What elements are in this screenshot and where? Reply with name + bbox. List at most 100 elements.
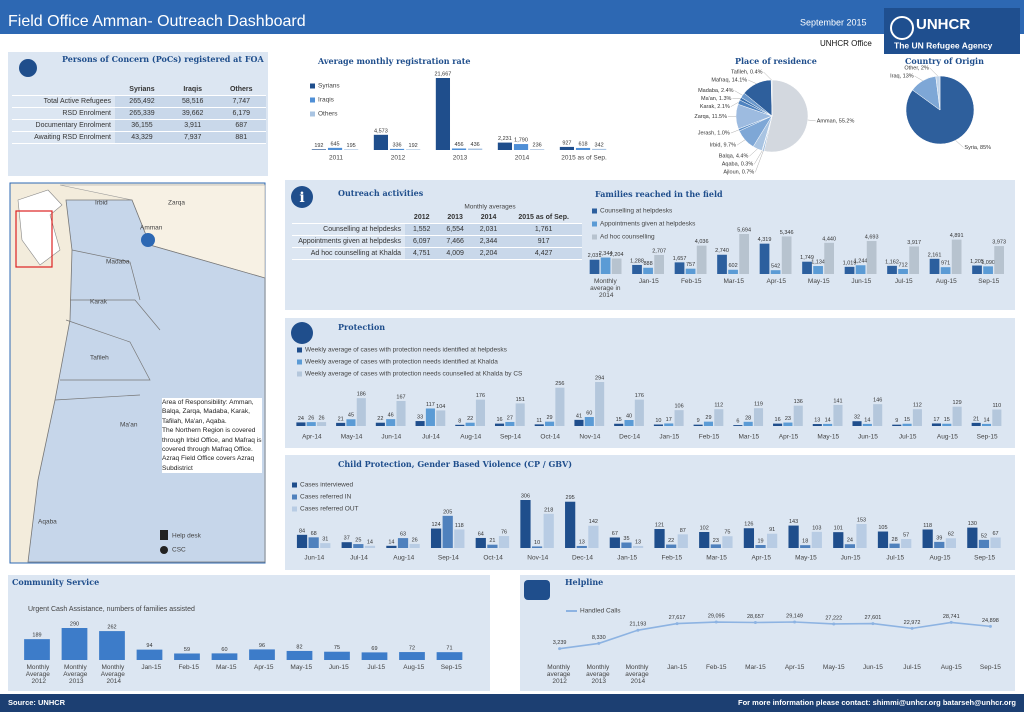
data-label: 29 [705,415,711,421]
map-label: Aqaba [38,519,57,526]
category-label: 2013 [453,155,468,162]
data-label: 118 [923,523,932,529]
data-label: 186 [357,392,366,398]
data-label: 76 [501,530,507,536]
data-label: 130 [968,521,977,527]
legend-label: Appointments given at helpdesks [600,221,696,228]
corner [292,212,405,224]
bar [945,538,957,548]
data-label: 342 [595,142,604,148]
bar [773,423,783,426]
source: Source: UNHCR [8,698,66,707]
bar [934,541,945,548]
leader [748,79,757,84]
category-label: Apr-15 [751,555,771,562]
data-label: 67 [993,531,999,537]
data-label: 4,693 [865,234,879,240]
data-label: 256 [555,381,564,387]
data-label: 103 [812,525,821,531]
category-label: Aug-14 [393,555,414,562]
data-label: 27,222 [825,615,842,621]
data-label: 142 [589,519,598,525]
category-label: May-15 [795,555,817,562]
contact: For more information please contact: shi… [738,698,1016,707]
data-label: 105 [878,525,887,531]
bar [575,147,591,150]
point [597,641,601,645]
legend-label: Cases referred IN [300,494,352,501]
cell: 4,427 [505,247,582,260]
data-label: 24,898 [982,618,999,624]
point [871,622,875,626]
bar [844,266,855,274]
table-row: Awaiting RSD Enrolment 43,329 7,937 881 [12,131,266,144]
cell: 265,492 [115,95,169,108]
cell: 3,911 [168,119,217,132]
data-label: 87 [680,528,686,534]
logo-box [884,8,1020,54]
point [753,621,757,625]
data-label: 336 [392,142,401,148]
chart-title: Child Protection, Gender Based Violence … [338,459,572,469]
point [910,626,914,630]
category-label: Jun-15 [851,278,871,285]
bar [574,419,584,426]
category-label: Jul-15 [903,664,921,671]
category-label: May-15 [290,664,312,671]
data-label: 189 [32,633,41,639]
data-label: 1,205 [970,259,984,265]
legend-swatch [310,97,315,103]
category-label: Sep-14 [500,434,521,441]
point [793,620,797,624]
bar [475,537,486,548]
legend-swatch [592,234,597,240]
bar [454,529,465,548]
footer-bar [0,694,1024,712]
bar [674,262,685,274]
bar [386,419,396,426]
panel [520,575,1015,691]
map-label: Ma'an [120,422,138,429]
data-label: 46 [388,413,394,419]
data-label: 1,790 [514,138,528,144]
cell: 36,155 [115,119,169,132]
legend-swatch [297,371,302,377]
row-label: RSD Enrolment [12,107,115,120]
data-label: 82 [296,644,302,650]
bar [425,408,435,426]
data-label: 69 [371,646,377,652]
bar [211,653,238,660]
bar [584,417,594,426]
data-label: 72 [409,646,415,652]
bar [465,422,475,426]
data-label: 2,031 [588,253,602,259]
data-label: 91 [769,527,775,533]
category-label: Aug-15 [936,278,957,285]
category-label: Nov-14 [527,555,548,562]
bar [912,409,922,426]
bar [994,246,1004,274]
legend-swatch [297,359,302,365]
leader [914,75,923,81]
data-label: 28,657 [747,614,764,620]
cell: 2,344 [471,235,506,248]
category-label: Jul-15 [895,278,913,285]
bar [373,134,389,150]
chart-title: Community Service [12,577,99,587]
data-label: 192 [409,143,418,149]
category-label: Sep-15 [980,664,1001,671]
bar [783,422,793,426]
bar [812,424,822,426]
map-label: Tafileh [90,355,109,362]
category-label: Mar-15 [723,278,744,285]
map-label: Karak [90,299,108,306]
bar [981,423,992,426]
data-label: 13 [814,418,820,424]
data-label: 19 [757,538,763,544]
data-label: 1,019 [843,260,857,266]
chart-title: Helpline [565,577,603,587]
icon-glyph: i [299,190,304,206]
data-label: 26 [308,416,314,422]
csc-icon [160,546,168,554]
